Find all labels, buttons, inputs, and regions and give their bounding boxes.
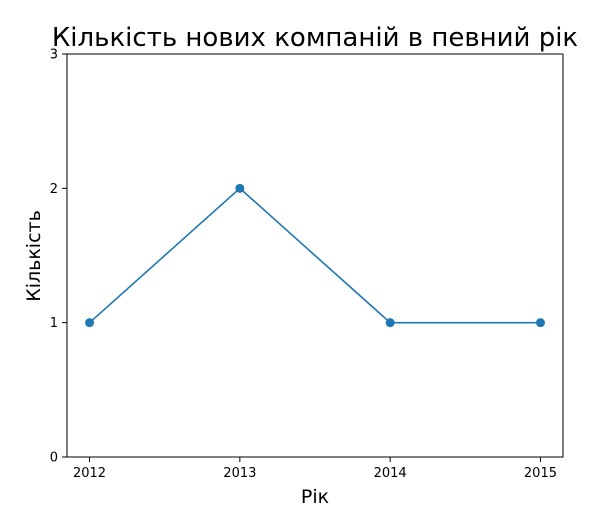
y-tick-label: 2 [50,182,58,197]
data-point [535,318,545,328]
x-axis: 2012 2013 2014 2015 [73,457,557,481]
x-tick-label: 2013 [223,466,256,481]
x-tick-label: 2012 [73,466,106,481]
y-axis: 0 1 2 3 [50,48,67,466]
x-tick-label: 2015 [524,466,557,481]
data-point [235,183,245,193]
x-axis-label: Рік [301,486,329,508]
y-axis-label: Кількість [23,210,45,302]
data-point [85,318,95,328]
y-tick-label: 0 [50,451,58,466]
data-point [385,318,395,328]
plot-frame [66,53,564,458]
chart-title: Кількість нових компаній в певний рік [52,23,578,53]
series-markers [85,183,545,328]
series-line [89,187,541,324]
x-tick-label: 2014 [374,466,407,481]
y-tick-label: 1 [50,316,58,331]
y-tick-label: 3 [50,48,58,63]
